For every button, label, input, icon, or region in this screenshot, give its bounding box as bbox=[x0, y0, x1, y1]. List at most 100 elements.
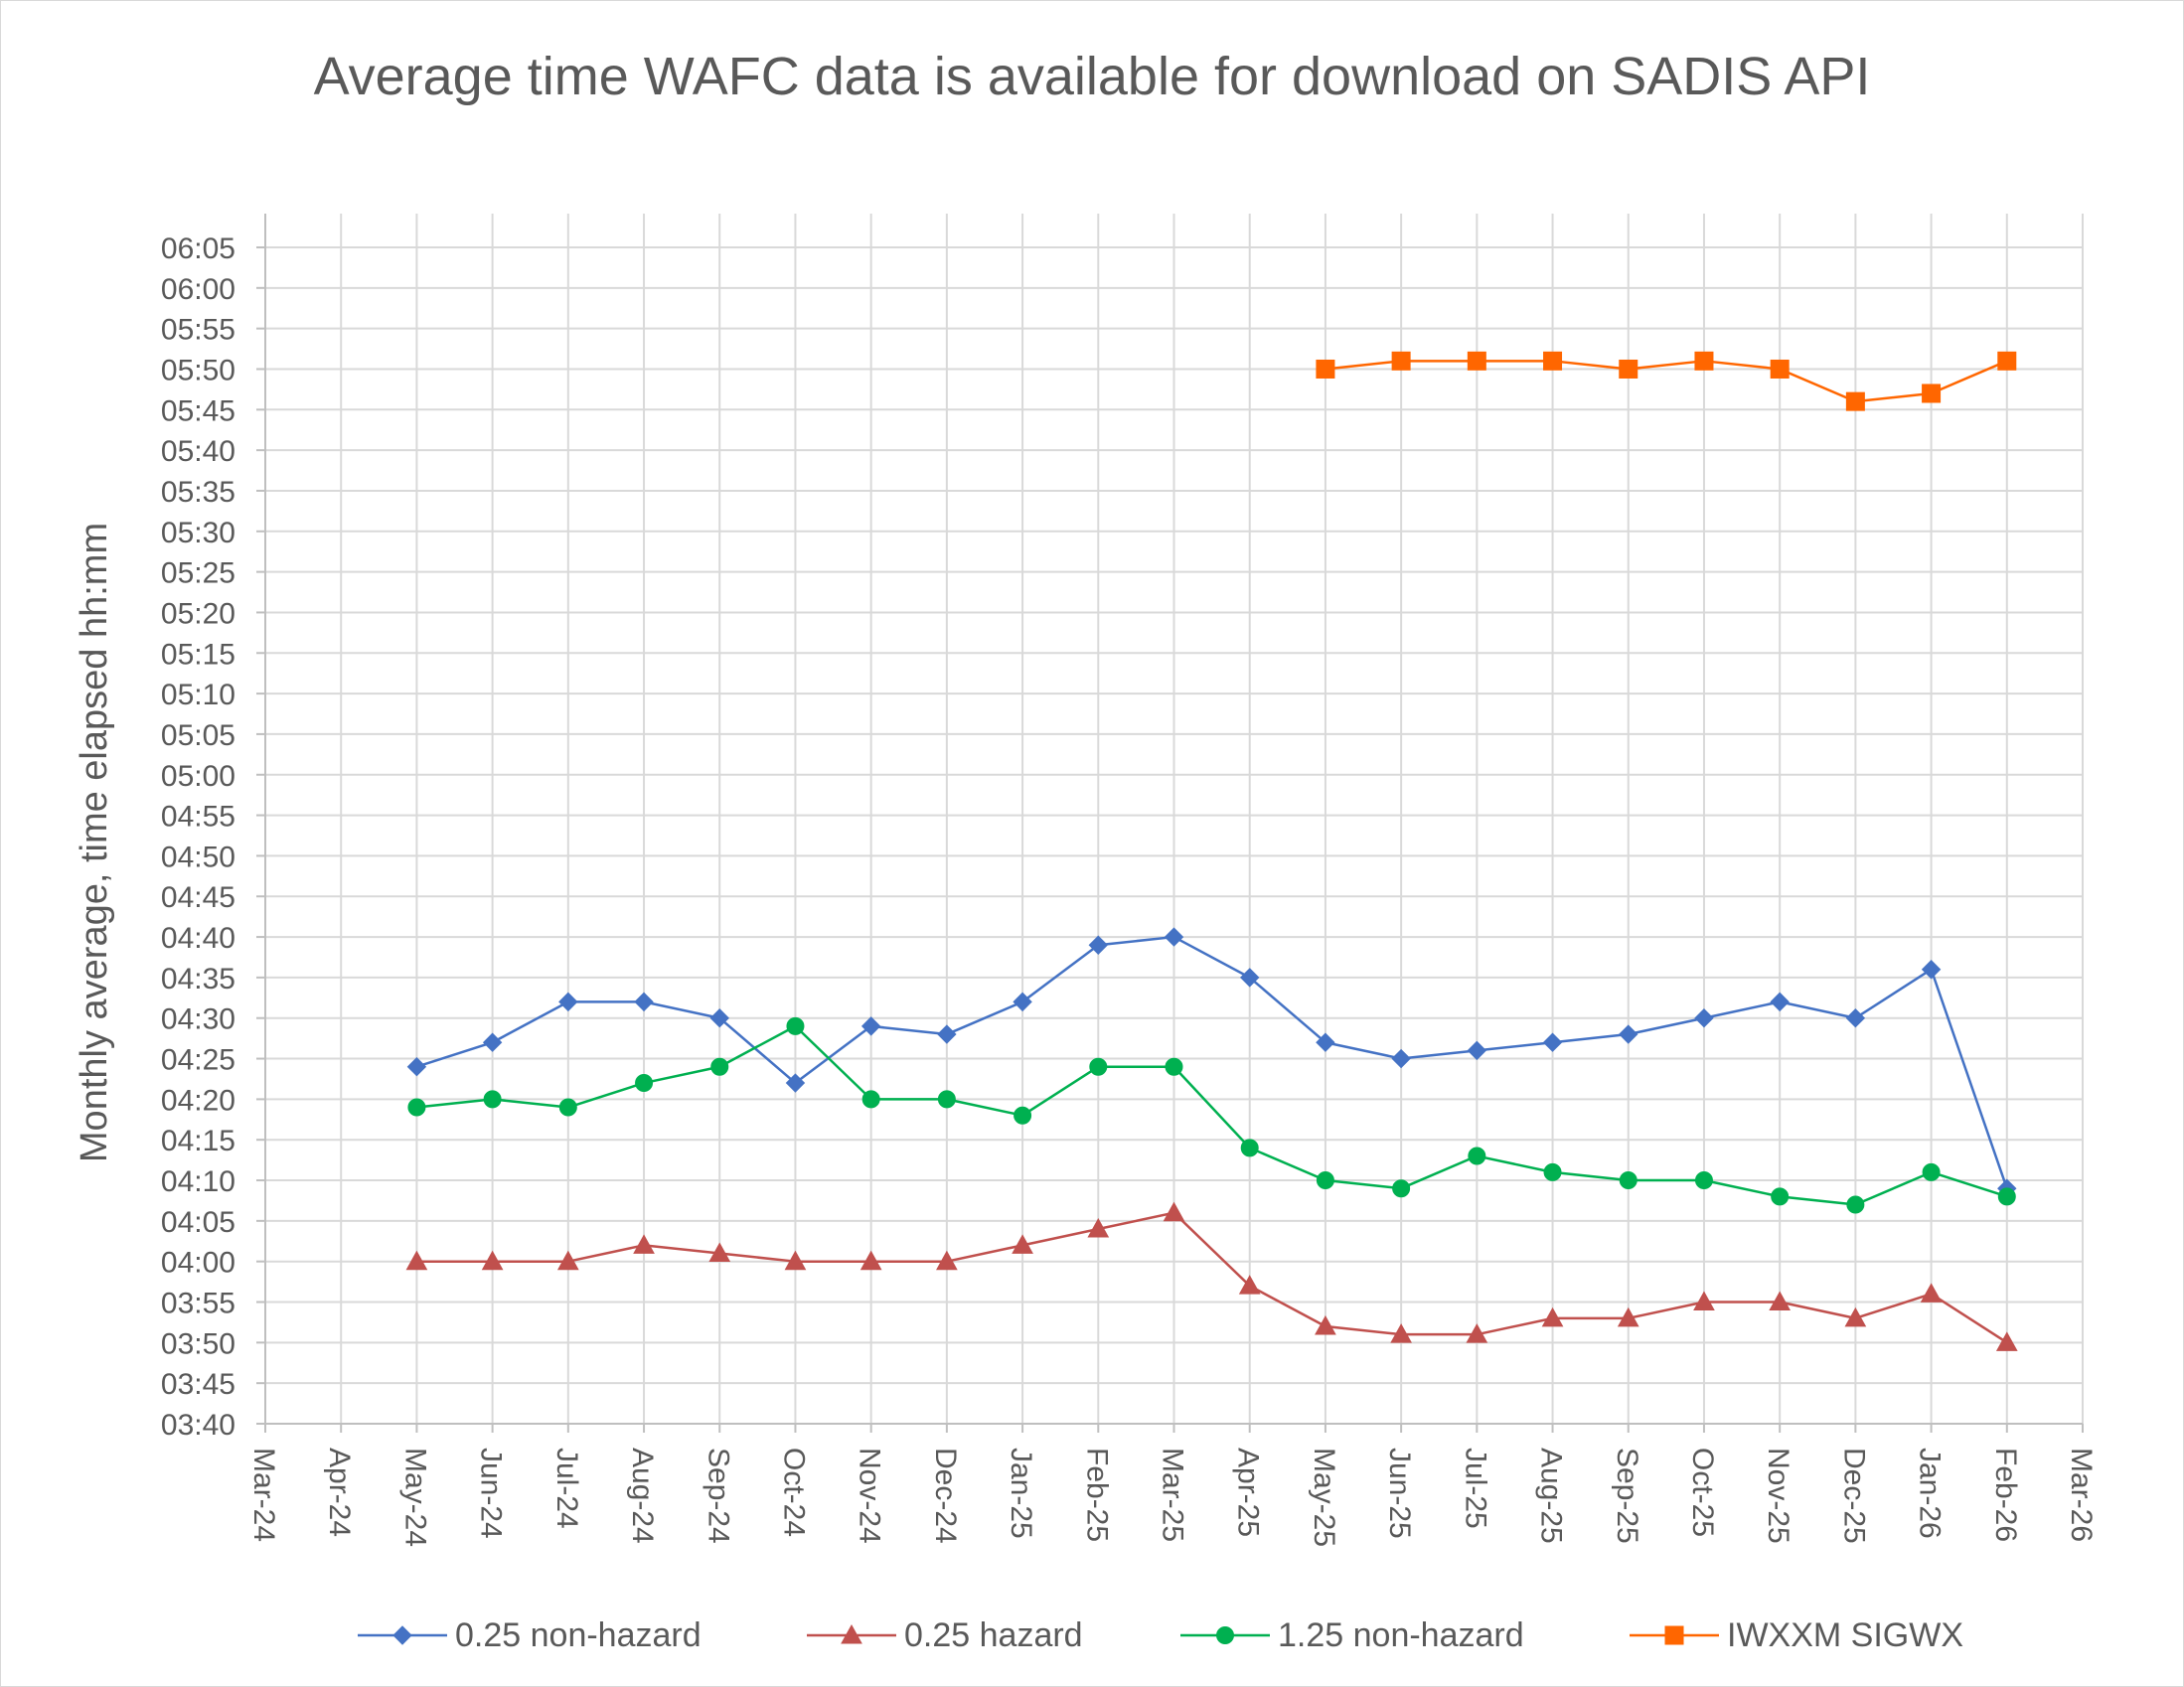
series-line-iwxxm-sigwx bbox=[1325, 360, 2008, 403]
data-point-0-25-hazard bbox=[1163, 1201, 1185, 1222]
series-line-0-25-hazard bbox=[416, 1211, 2008, 1344]
data-point-0-25-hazard bbox=[1087, 1217, 1110, 1238]
y-tick-label: 05:00 bbox=[161, 760, 235, 793]
y-tick-label: 05:50 bbox=[161, 354, 235, 386]
axes bbox=[256, 214, 2084, 1433]
y-tick-label: 04:35 bbox=[161, 963, 235, 996]
x-tick-label: Jul-25 bbox=[1459, 1448, 1491, 1529]
y-tick-label: 03:50 bbox=[161, 1327, 235, 1360]
data-point-0-25-non-hazard bbox=[1694, 1008, 1714, 1028]
x-tick-label: Apr-25 bbox=[1232, 1448, 1265, 1537]
x-tick-label: Aug-24 bbox=[626, 1448, 659, 1544]
x-tick-label: Apr-24 bbox=[323, 1448, 356, 1537]
data-point-0-25-non-hazard bbox=[1467, 1040, 1487, 1061]
data-point-0-25-hazard bbox=[481, 1250, 504, 1271]
y-tick-label: 04:00 bbox=[161, 1247, 235, 1280]
data-point-iwxxm-sigwx bbox=[1694, 351, 1714, 371]
y-tick-label: 04:50 bbox=[161, 841, 235, 873]
data-point-1-25-non-hazard bbox=[1240, 1139, 1259, 1157]
y-tick-label: 03:45 bbox=[161, 1368, 235, 1401]
chart-title: Average time WAFC data is available for … bbox=[314, 47, 1871, 106]
data-point-1-25-non-hazard bbox=[1922, 1162, 1941, 1181]
y-tick-label: 05:05 bbox=[161, 719, 235, 752]
x-tick-label: Feb-26 bbox=[1989, 1448, 2022, 1542]
data-point-iwxxm-sigwx bbox=[1619, 359, 1638, 379]
x-tick-label: Jun-25 bbox=[1383, 1448, 1416, 1539]
x-axis-ticks: Mar-24 Apr-24 May-24 Jun-24 Jul-24 Aug-24 Sep-… bbox=[247, 1448, 2098, 1547]
data-point-0-25-non-hazard bbox=[558, 992, 578, 1012]
gridlines bbox=[264, 214, 2084, 1424]
x-tick-label: Mar-25 bbox=[1157, 1448, 1189, 1542]
data-point-1-25-non-hazard bbox=[407, 1098, 426, 1117]
series-0-25-non-hazard bbox=[406, 927, 2017, 1198]
x-tick-label: Sep-24 bbox=[702, 1448, 734, 1544]
y-tick-label: 04:55 bbox=[161, 801, 235, 834]
data-point-0-25-hazard bbox=[1844, 1306, 1867, 1327]
data-point-1-25-non-hazard bbox=[937, 1090, 956, 1109]
x-tick-label: Mar-24 bbox=[247, 1448, 280, 1542]
y-tick-label: 05:10 bbox=[161, 679, 235, 711]
data-point-0-25-non-hazard bbox=[1240, 968, 1260, 988]
data-point-iwxxm-sigwx bbox=[1922, 383, 1942, 403]
series-layer bbox=[405, 351, 2018, 1351]
data-point-1-25-non-hazard bbox=[710, 1057, 729, 1076]
x-tick-label: Jun-24 bbox=[475, 1448, 508, 1539]
x-tick-label: Mar-26 bbox=[2065, 1448, 2098, 1542]
data-point-0-25-non-hazard bbox=[1316, 1032, 1335, 1052]
data-point-0-25-hazard bbox=[1012, 1234, 1033, 1254]
x-tick-label: Dec-24 bbox=[929, 1448, 962, 1544]
data-point-0-25-non-hazard bbox=[1088, 935, 1108, 955]
x-tick-label: May-25 bbox=[1308, 1448, 1340, 1547]
x-tick-label: May-24 bbox=[398, 1448, 431, 1547]
data-point-1-25-non-hazard bbox=[1694, 1171, 1713, 1190]
legend-marker bbox=[1664, 1625, 1684, 1645]
data-point-0-25-hazard bbox=[936, 1250, 958, 1271]
x-tick-label: Feb-25 bbox=[1080, 1448, 1113, 1542]
legend-item-iwxxm-sigwx: IWXXM SIGWX bbox=[1630, 1616, 1963, 1654]
data-point-1-25-non-hazard bbox=[1543, 1162, 1562, 1181]
data-point-1-25-non-hazard bbox=[786, 1016, 805, 1035]
data-point-0-25-hazard bbox=[1617, 1306, 1639, 1327]
legend-marker bbox=[841, 1623, 862, 1644]
y-tick-label: 04:30 bbox=[161, 1003, 235, 1036]
x-tick-label: Oct-24 bbox=[777, 1448, 810, 1537]
data-point-iwxxm-sigwx bbox=[1845, 391, 1865, 411]
data-point-0-25-hazard bbox=[1315, 1314, 1336, 1335]
data-point-1-25-non-hazard bbox=[483, 1090, 502, 1109]
legend-label: 0.25 non-hazard bbox=[455, 1616, 702, 1654]
y-tick-label: 04:15 bbox=[161, 1125, 235, 1157]
data-point-0-25-non-hazard bbox=[937, 1024, 957, 1044]
series-line-0-25-non-hazard bbox=[416, 935, 2008, 1189]
x-tick-label: Aug-25 bbox=[1535, 1448, 1568, 1544]
y-tick-label: 05:35 bbox=[161, 476, 235, 509]
data-point-iwxxm-sigwx bbox=[1391, 351, 1411, 371]
data-point-0-25-non-hazard bbox=[1845, 1008, 1866, 1028]
legend-marker bbox=[1216, 1626, 1234, 1644]
data-point-1-25-non-hazard bbox=[1846, 1195, 1865, 1214]
data-point-1-25-non-hazard bbox=[1165, 1057, 1183, 1076]
y-tick-label: 06:00 bbox=[161, 273, 235, 306]
series-line-1-25-non-hazard bbox=[416, 1024, 2008, 1206]
data-point-iwxxm-sigwx bbox=[1543, 351, 1563, 371]
data-point-0-25-non-hazard bbox=[1391, 1048, 1411, 1069]
data-point-0-25-hazard bbox=[1390, 1323, 1412, 1343]
data-point-0-25-non-hazard bbox=[1619, 1024, 1638, 1044]
data-point-1-25-non-hazard bbox=[1771, 1187, 1790, 1206]
data-point-0-25-hazard bbox=[633, 1234, 655, 1254]
data-point-0-25-non-hazard bbox=[785, 1073, 806, 1093]
data-point-iwxxm-sigwx bbox=[1997, 351, 2017, 371]
y-tick-label: 04:45 bbox=[161, 881, 235, 914]
data-point-0-25-hazard bbox=[1995, 1331, 2018, 1351]
data-point-0-25-non-hazard bbox=[709, 1008, 729, 1028]
y-tick-label: 03:55 bbox=[161, 1288, 235, 1320]
data-point-0-25-hazard bbox=[1466, 1323, 1488, 1343]
x-tick-label: Nov-24 bbox=[854, 1448, 886, 1544]
y-tick-label: 05:40 bbox=[161, 435, 235, 468]
data-point-0-25-non-hazard bbox=[1542, 1032, 1563, 1052]
data-point-1-25-non-hazard bbox=[1619, 1171, 1638, 1190]
data-point-1-25-non-hazard bbox=[635, 1074, 654, 1093]
data-point-0-25-hazard bbox=[1541, 1306, 1564, 1327]
data-point-0-25-hazard bbox=[784, 1250, 807, 1271]
data-point-0-25-hazard bbox=[708, 1242, 731, 1263]
data-point-1-25-non-hazard bbox=[1997, 1187, 2016, 1206]
